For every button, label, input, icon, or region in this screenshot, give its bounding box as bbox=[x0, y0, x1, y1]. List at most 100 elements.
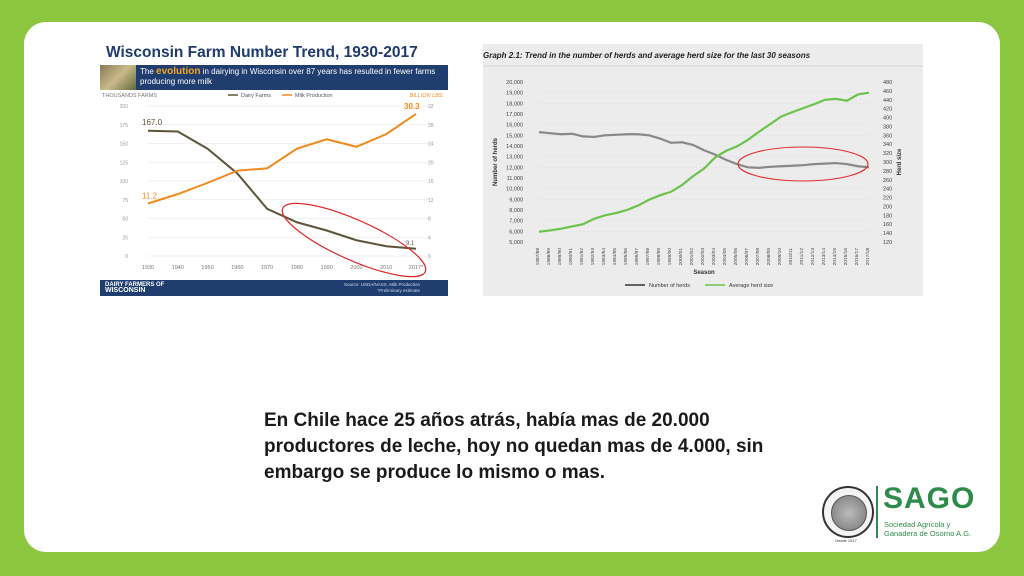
y-right-tick2-10: 320 bbox=[883, 151, 892, 157]
sago-logo: Desde 1917 SAGO Sociedad Agrícola y Ganad… bbox=[820, 482, 1000, 543]
y-right-tick-1: 4 bbox=[428, 235, 431, 241]
x-tick-8: 2010 bbox=[380, 265, 392, 271]
seal-emblem bbox=[831, 495, 867, 531]
banner-text-post: in dairying in Wisconsin over 87 years h… bbox=[140, 67, 436, 86]
milk-start-label: 11.2 bbox=[142, 192, 158, 201]
y-left-tick2-0: 5,000 bbox=[509, 240, 523, 246]
source-text: Source: USDA/NASS, Milk Production bbox=[343, 282, 420, 287]
seal-caption: Desde 1917 bbox=[835, 538, 857, 543]
y-right-tick-5: 20 bbox=[428, 160, 434, 166]
x-tick2-9: 1996/97 bbox=[634, 248, 640, 266]
x-tick2-14: 2001/02 bbox=[689, 248, 695, 266]
y-right-tick-7: 28 bbox=[428, 123, 434, 129]
banner-text-pre: The bbox=[140, 67, 157, 76]
y-left-tick2-6: 11,000 bbox=[507, 176, 523, 182]
y-left-tick-5: 125 bbox=[120, 160, 129, 166]
x-tick-2: 1950 bbox=[201, 265, 213, 271]
y-right-tick2-2: 160 bbox=[883, 222, 892, 228]
y-right-tick2-12: 360 bbox=[883, 133, 892, 139]
y-right-tick-2: 8 bbox=[428, 217, 431, 223]
x-tick-3: 1960 bbox=[231, 265, 243, 271]
y-right-tick2-9: 300 bbox=[883, 160, 892, 166]
y-left-tick2-3: 8,000 bbox=[509, 208, 523, 214]
y-right-tick-8: 32 bbox=[428, 104, 434, 110]
y-right-tick-0: 0 bbox=[428, 254, 431, 260]
chart1-source: Source: USDA/NASS, Milk Production *Preli… bbox=[344, 282, 420, 294]
x-tick2-20: 2007/08 bbox=[755, 248, 761, 266]
y-right-axis-label: BILLION LBS. bbox=[409, 93, 444, 99]
y-right-tick2-11: 340 bbox=[883, 142, 892, 148]
x-tick2-26: 2013/14 bbox=[821, 248, 827, 266]
chart1-footer: DAIRY FARMERS OF WISCONSIN Source: USDA/N… bbox=[100, 280, 448, 296]
sago-line1: Sociedad Agrícola y bbox=[884, 520, 951, 529]
y-right-tick2-16: 440 bbox=[883, 98, 892, 104]
x-tick-6: 1990 bbox=[321, 265, 333, 271]
y-right-tick2-8: 280 bbox=[883, 169, 892, 175]
y-left-tick-6: 150 bbox=[120, 142, 129, 148]
y-left-tick2-2: 7,000 bbox=[509, 219, 523, 225]
legend-label-1: Milk Production bbox=[295, 93, 333, 99]
y-left-tick2-15: 20,000 bbox=[506, 80, 523, 86]
sago-line2: Ganadera de Osorno A.G. bbox=[884, 529, 972, 538]
x-tick2-18: 2005/06 bbox=[733, 248, 739, 266]
y-right-tick2-0: 120 bbox=[883, 240, 892, 246]
x-tick2-27: 2014/15 bbox=[832, 248, 838, 266]
y-left-tick-1: 25 bbox=[122, 235, 128, 241]
y-right-tick2-15: 420 bbox=[883, 107, 892, 113]
y-left-tick-2: 50 bbox=[122, 217, 128, 223]
x-tick2-3: 1990/91 bbox=[568, 248, 574, 266]
source-note: *Preliminary estimate bbox=[377, 288, 420, 293]
x-tick2-15: 2002/03 bbox=[700, 248, 706, 266]
y-left-tick2-8: 13,000 bbox=[506, 155, 523, 161]
y-left-tick2-7: 12,000 bbox=[506, 165, 523, 171]
x-tick-7: 2000 bbox=[350, 265, 362, 271]
highlight-ellipse bbox=[281, 202, 427, 278]
legend2-label-1: Average herd size bbox=[729, 283, 773, 289]
x-tick2-30: 2017/18 bbox=[865, 248, 871, 266]
y-left-tick2-4: 9,000 bbox=[509, 197, 523, 203]
y-right-tick2-13: 380 bbox=[883, 124, 892, 130]
series-average-herd-size-line bbox=[538, 91, 870, 233]
y-left-tick2-5: 10,000 bbox=[506, 187, 523, 193]
y-left-tick2-12: 17,000 bbox=[506, 112, 523, 118]
y-left-tick2-14: 19,000 bbox=[506, 91, 523, 97]
y-right-tick-4: 16 bbox=[428, 179, 434, 185]
y-right-tick2-6: 240 bbox=[883, 187, 892, 193]
x-tick-4: 1970 bbox=[261, 265, 273, 271]
x-tick2-17: 2004/05 bbox=[722, 248, 728, 266]
x-tick2-8: 1995/96 bbox=[623, 248, 629, 266]
x-tick2-5: 1992/93 bbox=[590, 248, 596, 266]
dairy-start-label: 167.0 bbox=[142, 118, 163, 127]
y-left-tick2-9: 14,000 bbox=[506, 144, 523, 150]
y-right-tick2-17: 460 bbox=[883, 89, 892, 95]
y-right-tick2-4: 200 bbox=[883, 204, 892, 210]
banner-highlight: evolution bbox=[156, 66, 201, 77]
x-tick2-11: 1998/99 bbox=[656, 248, 662, 266]
x-axis-label2: Season bbox=[693, 270, 715, 276]
y-left-tick2-13: 18,000 bbox=[506, 101, 523, 107]
sago-divider bbox=[876, 486, 878, 538]
x-tick2-23: 2010/11 bbox=[788, 248, 794, 265]
milk-end-label: 30.3 bbox=[404, 102, 420, 111]
series-dairy-farms-line bbox=[147, 129, 417, 250]
sago-seal-icon bbox=[822, 486, 874, 538]
y-right-tick-6: 24 bbox=[428, 142, 434, 148]
herds-chart-panel: Graph 2.1: Trend in the number of herds … bbox=[483, 44, 923, 296]
y-right-tick-3: 12 bbox=[428, 198, 434, 204]
x-tick2-16: 2003/04 bbox=[711, 248, 717, 266]
x-tick2-1: 1988/89 bbox=[546, 248, 552, 266]
x-tick-9: 2017* bbox=[409, 265, 424, 271]
y-left-axis-label: THOUSANDS FARMS bbox=[102, 93, 157, 99]
logo-line3: WISCONSIN bbox=[105, 287, 146, 294]
y-left-tick-7: 175 bbox=[120, 123, 129, 129]
chart1-banner: The evolution in dairying in Wisconsin o… bbox=[100, 65, 448, 90]
y-right-tick2-18: 480 bbox=[883, 80, 892, 86]
logo-line1: DAIRY FARMERS bbox=[105, 282, 155, 288]
x-tick2-25: 2012/13 bbox=[810, 248, 816, 266]
dairy-farmers-logo: DAIRY FARMERS OF WISCONSIN bbox=[105, 282, 164, 294]
x-tick2-24: 2011/12 bbox=[799, 248, 805, 265]
series-milk-production-line bbox=[147, 113, 417, 205]
logo-line2: OF bbox=[156, 282, 165, 288]
x-tick2-22: 2009/10 bbox=[777, 248, 783, 266]
sago-name: SAGO bbox=[883, 482, 976, 515]
